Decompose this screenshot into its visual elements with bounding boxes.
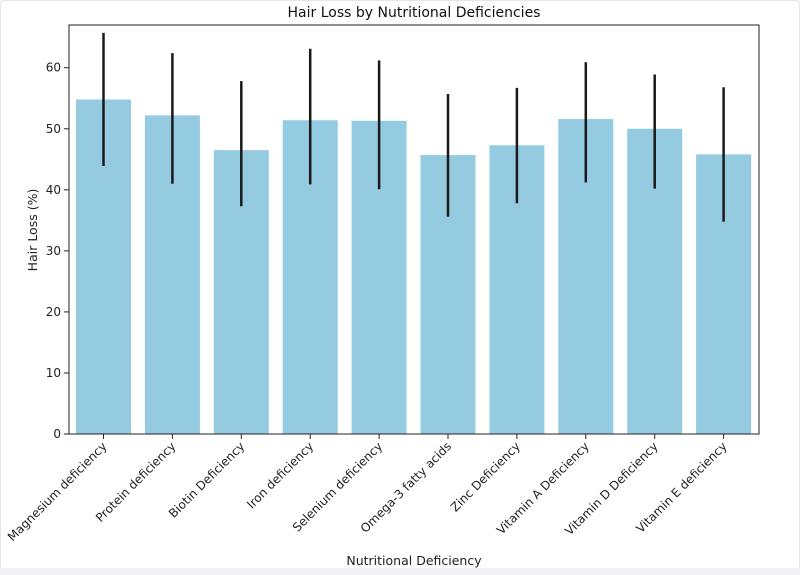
y-axis: 0 10 20 30 40 50 60 [46,61,69,441]
x-tick-label: Biotin Deficiency [166,439,247,520]
bars-group [76,99,752,435]
chart-title: Hair Loss by Nutritional Deficiencies [288,5,541,21]
x-tick-label: Magnesium deficiency [5,439,110,544]
y-tick-label: 50 [46,122,61,136]
x-tick-label: Zinc Deficiency [448,439,523,514]
bottom-strip [0,568,800,575]
y-axis-label: Hair Loss (%) [25,189,40,272]
y-tick-label: 40 [46,183,61,197]
plot-area-frame [68,24,760,435]
error-bars-group [102,32,725,222]
x-axis-label: Nutritional Deficiency [346,553,482,568]
y-tick-label: 30 [46,244,61,258]
x-tick-label: Iron deficiency [244,439,316,511]
y-tick-label: 0 [53,427,61,441]
y-tick-label: 10 [46,366,61,380]
y-tick-label: 20 [46,305,61,319]
y-tick-label: 60 [46,61,61,75]
